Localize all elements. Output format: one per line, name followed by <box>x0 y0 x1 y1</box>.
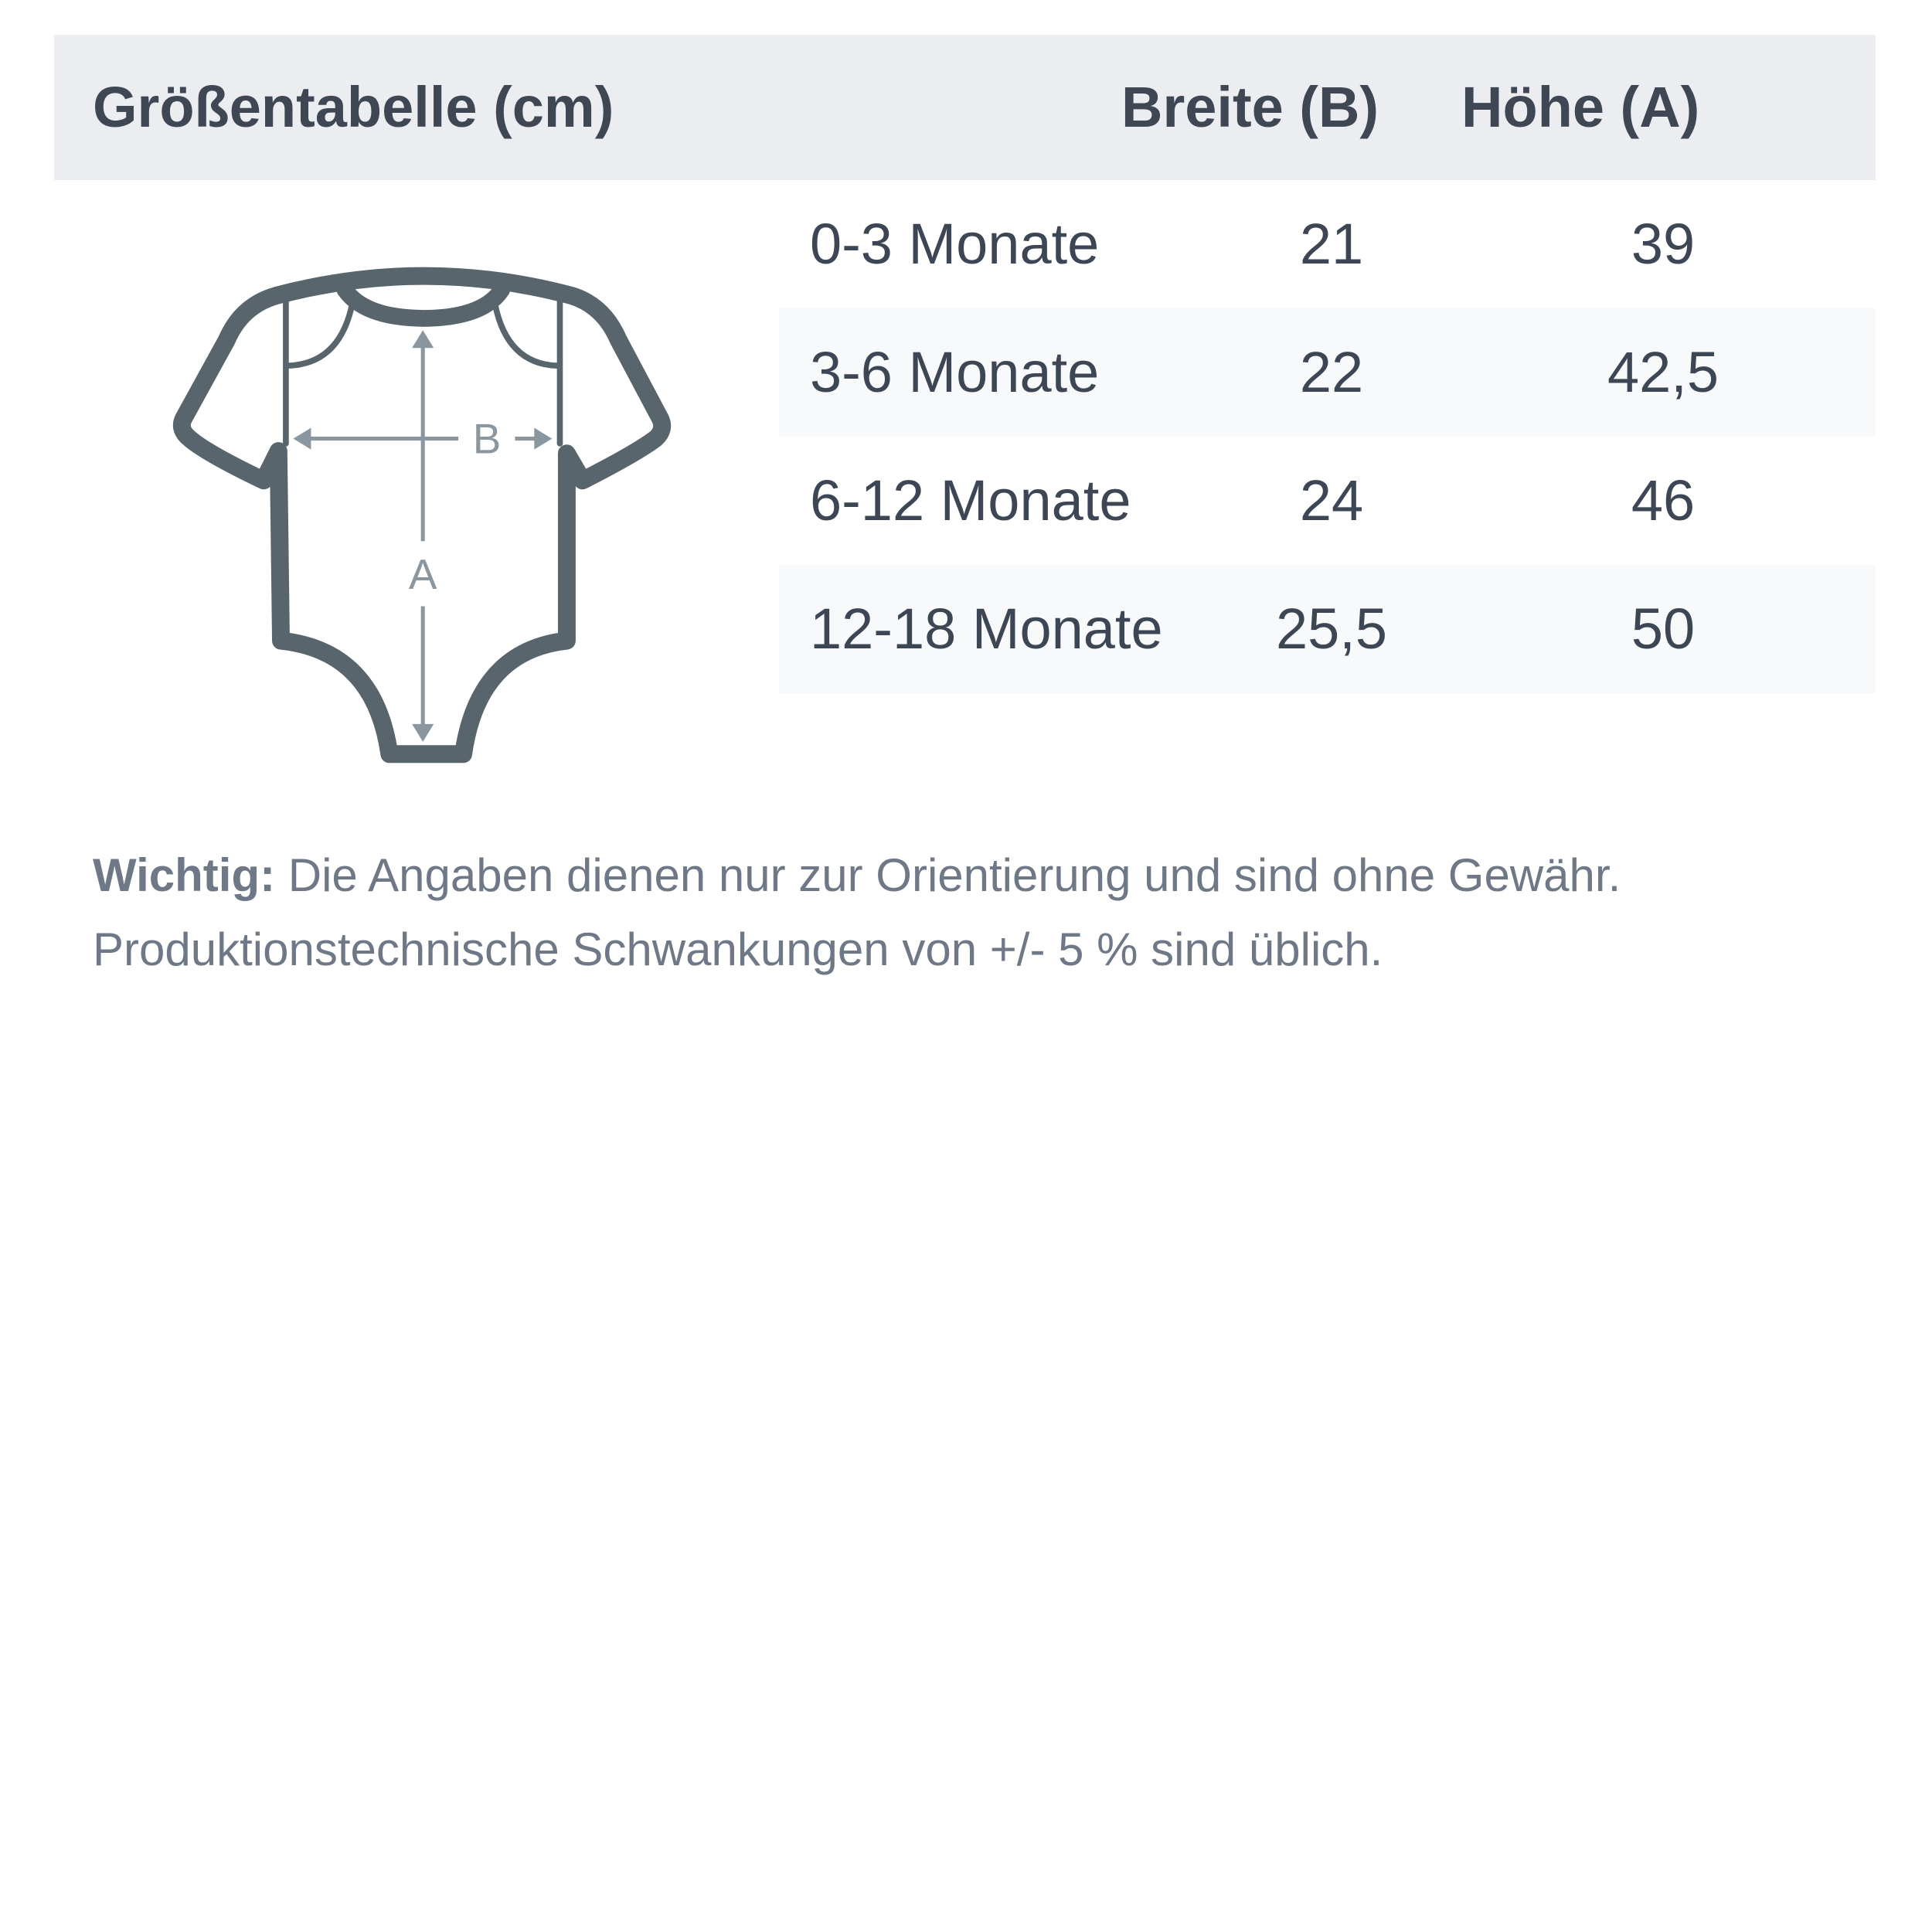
column-header-height: Höhe (A) <box>1461 75 1700 139</box>
height-label-a: A <box>409 550 437 598</box>
disclaimer-note: Wichtig: Die Angaben dienen nur zur Orie… <box>93 838 1870 987</box>
note-line-2: Produktionstechnische Schwankungen von +… <box>93 923 1383 975</box>
column-header-width: Breite (B) <box>1121 75 1379 139</box>
height-value: 42,5 <box>1607 340 1719 404</box>
height-value: 50 <box>1631 597 1696 661</box>
height-value: 46 <box>1631 468 1696 532</box>
note-label: Wichtig: <box>93 849 276 901</box>
size-table: 0-3 Monate 21 39 3-6 Monate 22 42,5 6-12… <box>779 180 1876 693</box>
table-row: 6-12 Monate 24 46 <box>779 437 1876 565</box>
note-line-1: Die Angaben dienen nur zur Orientierung … <box>275 849 1621 901</box>
bodysuit-measurement-diagram: B A <box>172 267 672 764</box>
table-row: 0-3 Monate 21 39 <box>779 180 1876 308</box>
size-label: 12-18 Monate <box>810 597 1163 661</box>
page-title: Größentabelle (cm) <box>93 75 614 139</box>
height-value: 39 <box>1631 212 1696 276</box>
size-label: 6-12 Monate <box>810 468 1131 532</box>
size-label: 0-3 Monate <box>810 212 1100 276</box>
measurement-arrows <box>293 330 553 742</box>
size-label: 3-6 Monate <box>810 340 1100 404</box>
table-header: Größentabelle (cm) Breite (B) Höhe (A) <box>54 35 1876 180</box>
table-row: 3-6 Monate 22 42,5 <box>779 308 1876 437</box>
width-value: 22 <box>1299 340 1364 404</box>
width-value: 25,5 <box>1275 597 1388 661</box>
width-value: 24 <box>1299 468 1364 532</box>
bodysuit-outline-icon <box>172 267 672 764</box>
width-value: 21 <box>1299 212 1364 276</box>
width-label-b: B <box>473 415 502 463</box>
table-row: 12-18 Monate 25,5 50 <box>779 565 1876 693</box>
